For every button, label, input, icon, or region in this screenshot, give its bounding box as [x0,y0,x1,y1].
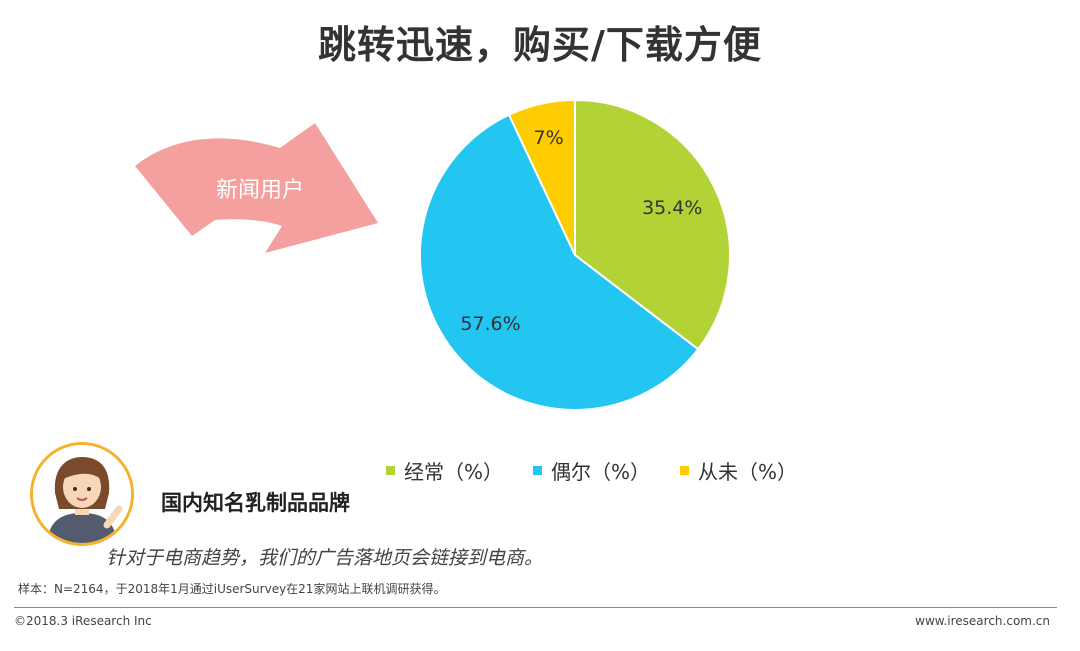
slice-label: 35.4% [642,197,702,219]
legend-swatch [680,466,690,475]
page-title: 跳转迅速，购买/下载方便 [318,23,762,67]
legend-label: 从未（%） [698,460,798,484]
footer-divider [14,607,1057,608]
site-url: www.iresearch.com.cn [915,614,1050,628]
pie-chart: 35.4% 57.6% 7% [419,98,731,411]
legend-item: 偶尔（%） [533,456,650,485]
sample-note: 样本：N=2164，于2018年1月通过iUserSurvey在21家网站上联机… [18,582,446,596]
person-illustration [33,445,131,543]
legend-swatch [386,466,395,475]
slice-label: 7% [534,127,564,149]
arrow-label: 新闻用户 [216,178,305,203]
legend-item: 经常（%） [386,456,503,485]
legend-label: 经常（%） [404,460,504,484]
legend-label: 偶尔（%） [551,460,651,484]
brand-name: 国内知名乳制品品牌 [161,491,350,515]
pie-slice [419,113,700,411]
arrow-shape [135,123,378,253]
quote-text: 针对于电商趋势，我们的广告落地页会链接到电商。 [106,547,544,569]
pie-slice [574,98,731,351]
legend-item: 从未（%） [680,456,797,485]
avatar [30,442,134,546]
pie-slice [507,98,576,256]
arrow-graphic [130,118,380,258]
copyright: ©2018.3 iResearch Inc [14,614,152,628]
legend-swatch [533,466,543,475]
legend: 经常（%） 偶尔（%） 从未（%） [386,456,827,485]
slice-label: 57.6% [460,313,520,335]
